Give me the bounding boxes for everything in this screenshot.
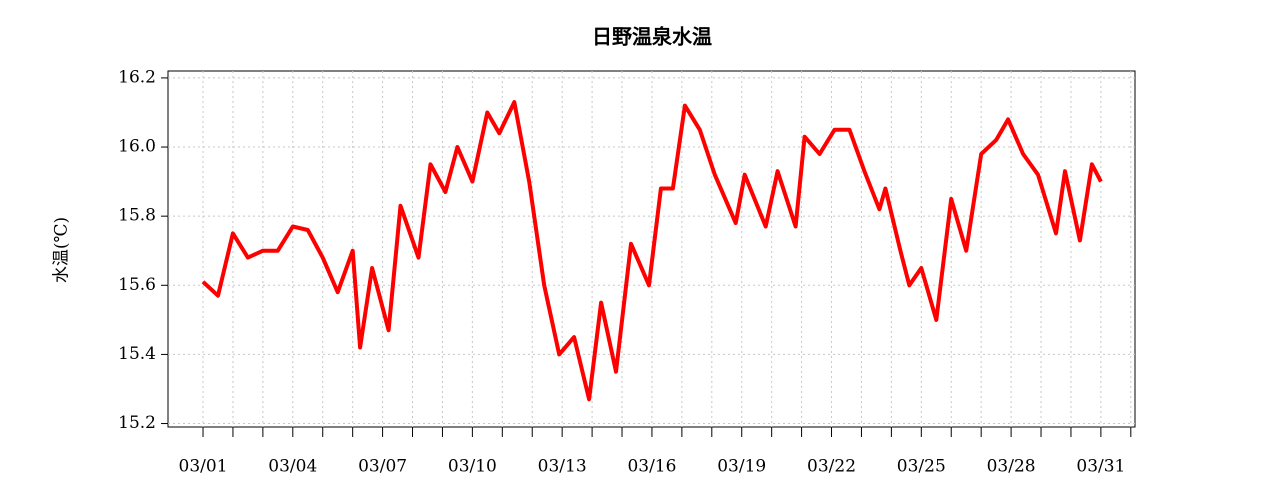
x-tick-label: 03/13 [538, 457, 587, 477]
y-axis-label: 水温(℃) [52, 217, 72, 283]
y-tick-label: 15.8 [118, 206, 156, 226]
x-tick-label: 03/28 [987, 457, 1036, 477]
x-tick-label: 03/16 [627, 457, 676, 477]
chart-title: 日野温泉水温 [592, 25, 712, 49]
y-tick-label: 15.2 [118, 413, 156, 433]
x-tick-label: 03/22 [807, 457, 856, 477]
data-line [201, 100, 1103, 402]
y-tick-label: 16.0 [118, 137, 156, 157]
x-tick-label: 03/25 [897, 457, 946, 477]
x-tick-label: 03/31 [1076, 457, 1125, 477]
x-tick-label: 03/19 [717, 457, 766, 477]
x-tick-label: 03/01 [179, 457, 228, 477]
y-tick-label: 16.2 [118, 67, 156, 87]
x-tick-label: 03/10 [448, 457, 497, 477]
x-tick-label: 03/07 [358, 457, 407, 477]
y-tick-label: 15.4 [118, 344, 156, 364]
x-tick-label: 03/04 [268, 457, 317, 477]
y-tick-label: 15.6 [118, 275, 156, 295]
